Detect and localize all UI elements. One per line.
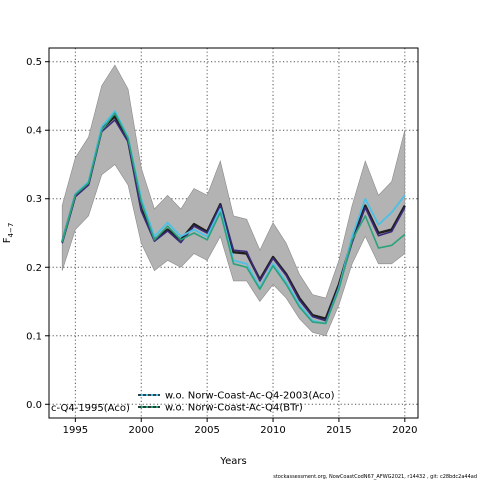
y-axis-title: F4−7 bbox=[2, 223, 15, 244]
x-tick-label: 1995 bbox=[63, 425, 88, 436]
x-tick-label: 2020 bbox=[392, 425, 417, 436]
y-axis-ticks: 0.0 0.1 0.2 0.3 0.4 0.5 bbox=[26, 57, 49, 411]
footnote: stockassessment.org, NowCoastCodN67_AFWG… bbox=[273, 474, 477, 480]
confidence-band-layer bbox=[61, 64, 406, 337]
y-tick-label: 0.2 bbox=[26, 263, 42, 274]
y-axis-title-main: F bbox=[2, 237, 13, 243]
series-annotation: c-Q4-1995(Aco) bbox=[51, 403, 130, 414]
legend: w.o. Norw-Coast-Ac-Q4-2003(Aco)w.o. Norw… bbox=[138, 391, 335, 414]
confidence-band bbox=[61, 64, 406, 337]
x-tick-label: 2005 bbox=[194, 425, 219, 436]
legend-label: w.o. Norw-Coast-Ac-Q4(BTr) bbox=[165, 403, 303, 414]
series-layer bbox=[61, 110, 406, 325]
x-tick-label: 2000 bbox=[129, 425, 154, 436]
x-axis-ticks: 1995 2000 2005 2010 2015 2020 bbox=[63, 418, 418, 436]
series-line-4 bbox=[61, 112, 406, 325]
y-tick-label: 0.3 bbox=[26, 194, 42, 205]
grid-lines bbox=[49, 48, 418, 418]
x-axis-title: Years bbox=[219, 456, 246, 467]
x-tick-label: 2015 bbox=[326, 425, 351, 436]
y-tick-label: 0.1 bbox=[26, 331, 42, 342]
x-tick-label: 2010 bbox=[260, 425, 285, 436]
y-axis-title-sub: 4−7 bbox=[7, 223, 15, 238]
plot-frame bbox=[48, 47, 419, 419]
legend-label: w.o. Norw-Coast-Ac-Q4-2003(Aco) bbox=[165, 391, 335, 402]
y-tick-label: 0.4 bbox=[26, 126, 42, 137]
y-tick-label: 0.0 bbox=[26, 400, 42, 411]
y-tick-label: 0.5 bbox=[26, 57, 42, 68]
